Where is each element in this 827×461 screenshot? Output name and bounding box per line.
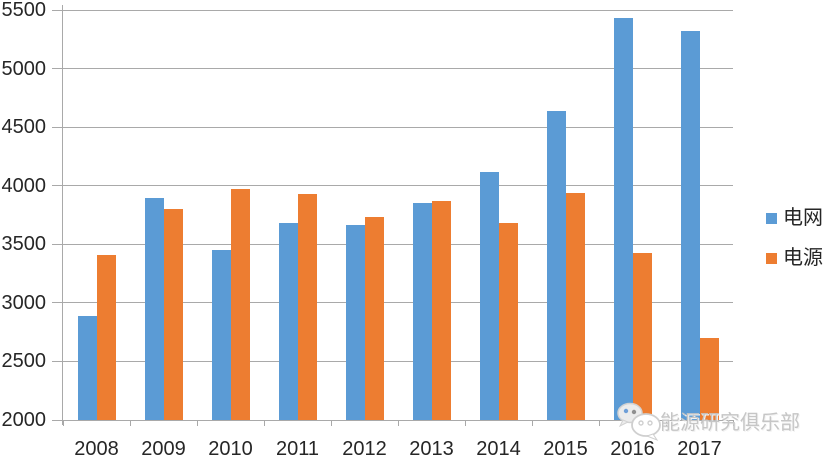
- y-tick-4500: [52, 126, 67, 128]
- x-axis-label-2015: 2015: [543, 438, 588, 460]
- bar-电源-2010: [230, 189, 250, 420]
- legend-label-电网: 电网: [783, 207, 823, 229]
- x-axis-label-2017: 2017: [677, 438, 722, 460]
- x-axis-label-2016: 2016: [610, 438, 655, 460]
- legend-swatch-电网: [766, 212, 777, 224]
- bar-电源-2017: [699, 338, 719, 420]
- x-tick: [532, 420, 533, 426]
- y-axis-label: 5000: [1, 57, 47, 80]
- bar-电源-2014: [498, 222, 518, 420]
- bar-电源-2008: [96, 254, 116, 420]
- x-axis-label-2012: 2012: [342, 438, 387, 460]
- bar-电网-2013: [412, 202, 432, 420]
- y-axis-label: 3500: [1, 233, 47, 256]
- y-tick-5000: [52, 68, 67, 70]
- x-axis-label-2010: 2010: [208, 438, 253, 460]
- x-axis-label-2013: 2013: [409, 438, 454, 460]
- y-axis-label: 3000: [1, 291, 47, 314]
- gridline-2500: [63, 360, 733, 362]
- x-tick: [63, 420, 64, 426]
- gridline-4000: [63, 185, 733, 187]
- y-axis-label: 2000: [1, 409, 47, 431]
- plot-area: [63, 9, 733, 421]
- y-tick-3000: [52, 302, 67, 304]
- y-tick-3500: [52, 243, 67, 245]
- bar-电源-2013: [431, 200, 451, 420]
- bar-电网-2011: [278, 223, 298, 420]
- y-tick-2500: [52, 360, 67, 362]
- watermark-text: 能源研究俱乐部: [660, 412, 800, 434]
- bar-电网-2015: [546, 110, 566, 420]
- bar-电网-2014: [479, 171, 499, 420]
- x-tick: [733, 420, 734, 426]
- bar-电网-2009: [144, 197, 164, 420]
- x-tick: [666, 420, 667, 426]
- y-axis-label: 4500: [1, 116, 47, 139]
- y-axis-label: 5500: [1, 0, 47, 21]
- gridline-4500: [63, 126, 733, 128]
- x-tick: [398, 420, 399, 426]
- bar-电网-2017: [680, 31, 700, 420]
- wechat-chat-bubbles-icon: [617, 402, 661, 442]
- y-tick-5500: [52, 9, 67, 11]
- x-tick: [465, 420, 466, 426]
- y-axis-label: 4000: [1, 174, 47, 197]
- x-tick: [197, 420, 198, 426]
- gridline-3500: [63, 243, 733, 245]
- legend-swatch-电源: [766, 252, 777, 264]
- gridline-3000: [63, 302, 733, 304]
- x-axis-label-2011: 2011: [275, 438, 319, 460]
- x-axis-label-2008: 2008: [74, 438, 119, 460]
- bar-电网-2008: [77, 316, 97, 420]
- x-tick: [599, 420, 600, 426]
- bar-电网-2016: [613, 18, 633, 420]
- bar-电网-2010: [211, 250, 231, 420]
- gridline-5000: [63, 68, 733, 70]
- bar-电网-2012: [345, 225, 365, 420]
- bar-电源-2015: [565, 193, 585, 420]
- bar-电源-2016: [632, 252, 652, 420]
- x-tick: [331, 420, 332, 426]
- x-tick: [264, 420, 265, 426]
- gridline-5500: [63, 9, 733, 11]
- x-axis-label-2009: 2009: [141, 438, 186, 460]
- x-tick: [130, 420, 131, 426]
- y-axis-line: [62, 5, 63, 425]
- watermark: 能源研究俱乐部: [615, 400, 800, 442]
- y-tick-4000: [52, 185, 67, 187]
- legend-label-电源: 电源: [783, 247, 823, 269]
- x-axis-label-2014: 2014: [476, 438, 521, 460]
- bar-电源-2011: [297, 194, 317, 420]
- y-tick-2000: [52, 419, 67, 421]
- y-axis-label: 2500: [1, 350, 47, 373]
- bar-电源-2009: [163, 208, 183, 420]
- legend-item-电源: 电源: [766, 247, 823, 269]
- legend-item-电网: 电网: [766, 207, 823, 229]
- bar-电源-2012: [364, 217, 384, 420]
